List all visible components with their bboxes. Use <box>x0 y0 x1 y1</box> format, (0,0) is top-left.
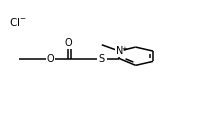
Text: Cl$^{-}$: Cl$^{-}$ <box>9 16 27 28</box>
Text: N: N <box>116 46 123 56</box>
Text: +: + <box>121 46 127 52</box>
Text: O: O <box>47 53 54 64</box>
Text: O: O <box>64 38 72 48</box>
Text: S: S <box>99 53 105 64</box>
